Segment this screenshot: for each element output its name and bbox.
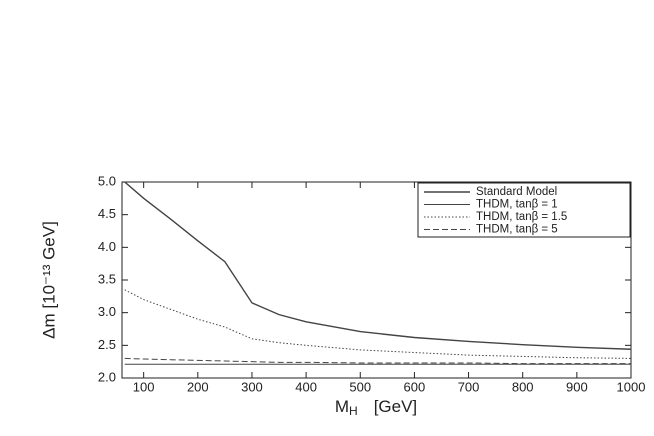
- y-axis-title: Δm [10⁻¹³ GeV]: [39, 221, 58, 339]
- series-line: [124, 289, 632, 359]
- x-tick-label: 400: [295, 379, 317, 394]
- y-tick-label: 5.0: [98, 173, 116, 188]
- y-tick-label: 4.5: [98, 206, 116, 221]
- x-tick-label: 1000: [617, 379, 646, 394]
- x-axis-title: MH [GeV]: [335, 397, 417, 418]
- x-axis-title-main: M: [335, 397, 349, 416]
- x-tick-label: 300: [241, 379, 263, 394]
- x-tick-label: 700: [458, 379, 480, 394]
- legend-label: THDM, tanβ = 1.5: [476, 211, 567, 223]
- y-tick-label: 2.5: [98, 337, 116, 352]
- x-tick-label: 600: [404, 379, 426, 394]
- x-tick-label: 100: [133, 379, 155, 394]
- x-axis-title-sub: H: [349, 404, 358, 418]
- series-line: [124, 181, 632, 350]
- legend-label: THDM, tanβ = 1: [476, 199, 558, 211]
- y-tick-label: 3.0: [98, 304, 116, 319]
- x-tick-label: 500: [349, 379, 371, 394]
- x-tick-label: 200: [187, 379, 209, 394]
- series-line: [124, 357, 631, 365]
- y-tick-label: 2.0: [98, 369, 116, 384]
- y-tick-label: 4.0: [98, 239, 116, 254]
- x-tick-label: 900: [566, 379, 588, 394]
- y-tick-label: 3.5: [98, 271, 116, 286]
- legend-label: THDM, tanβ = 5: [476, 224, 558, 236]
- legend-label: Standard Model: [476, 186, 557, 198]
- x-axis-title-unit: [GeV]: [374, 397, 417, 416]
- x-tick-label: 800: [512, 379, 534, 394]
